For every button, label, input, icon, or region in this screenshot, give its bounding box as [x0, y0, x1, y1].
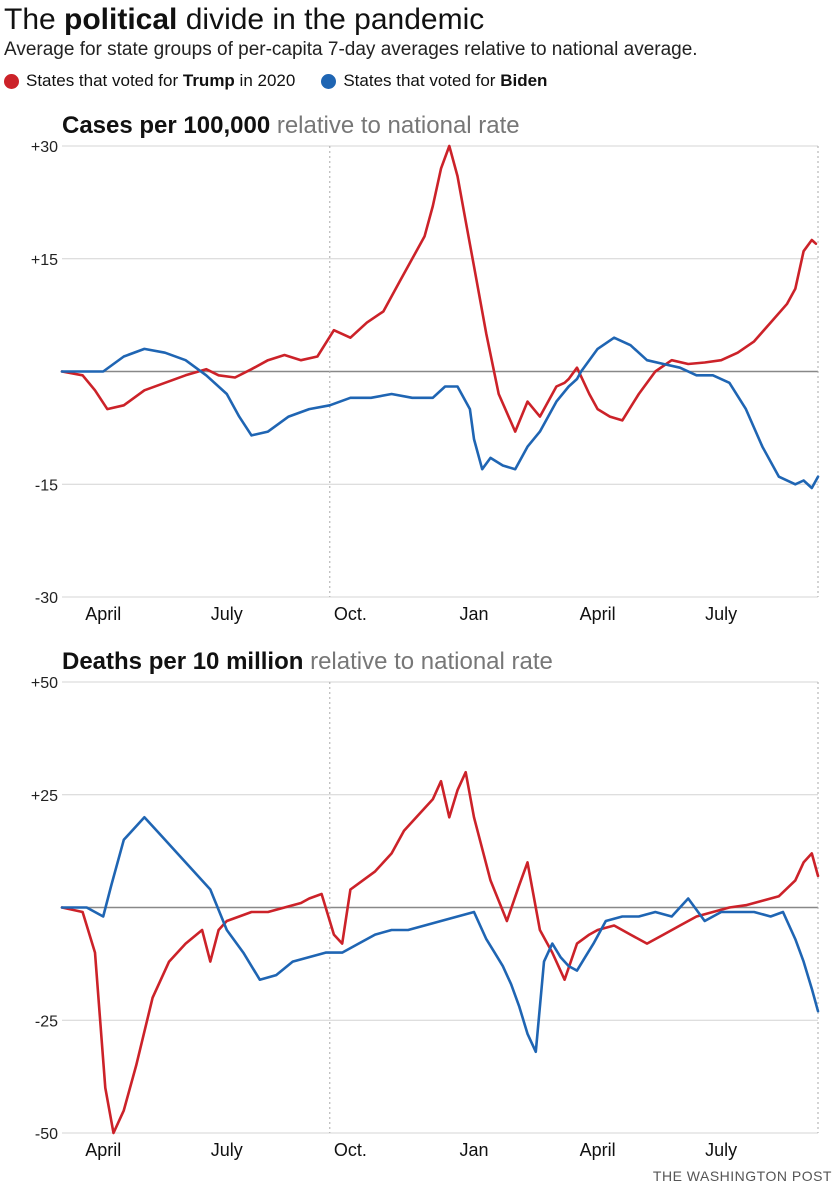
legend-label-biden: States that voted for Biden: [343, 71, 548, 90]
legend-item-trump: States that voted for Trump in 2020: [4, 70, 295, 92]
title-bold-word: political: [64, 3, 178, 36]
legend-item-biden: States that voted for Biden: [321, 70, 547, 92]
y-tick-label: +15: [31, 252, 58, 269]
x-tick-label: Jan: [459, 1140, 488, 1160]
y-tick-label: -30: [35, 590, 58, 607]
chart-title-main: The political divide in the pandemic: [4, 3, 485, 36]
x-tick-label: July: [705, 604, 737, 624]
series-line-trump: [60, 770, 820, 1135]
series-line-trump: [60, 144, 818, 433]
x-tick-label: April: [580, 1140, 616, 1160]
legend-label-trump: States that voted for Trump in 2020: [26, 71, 296, 90]
x-tick-label: Jan: [459, 604, 488, 624]
x-tick-label: April: [85, 604, 121, 624]
deaths-chart-title: Deaths per 10 million relative to nation…: [62, 648, 553, 675]
x-tick-label: July: [211, 604, 243, 624]
x-tick-label: April: [580, 604, 616, 624]
x-tick-label: July: [211, 1140, 243, 1160]
y-tick-label: -50: [35, 1126, 58, 1143]
legend-dot-biden: [321, 73, 337, 89]
chart-subtitle: Average for state groups of per-capita 7…: [4, 39, 698, 60]
y-tick-label: -15: [35, 477, 58, 494]
y-tick-label: +25: [31, 788, 58, 805]
y-tick-label: +30: [31, 139, 58, 156]
legend: States that voted for Trump in 2020 Stat…: [4, 70, 547, 92]
y-tick-label: -25: [35, 1013, 58, 1030]
legend-dot-trump: [4, 73, 19, 89]
deaths-chart: -50 -25 +25 +50 April July Oct. Jan April July: [31, 675, 820, 1160]
cases-chart: -30 -15 +15 +30 April July Oct. Jan April July: [31, 139, 820, 624]
cases-chart-title: Cases per 100,000 relative to national r…: [62, 112, 520, 139]
series-line-biden: [60, 336, 820, 490]
x-tick-label: Oct.: [334, 1140, 367, 1160]
x-tick-label: April: [85, 1140, 121, 1160]
series-line-biden: [60, 816, 820, 1054]
credit-line: THE WASHINGTON POST: [652, 1168, 832, 1184]
y-tick-label: +50: [31, 675, 58, 692]
x-tick-label: Oct.: [334, 604, 367, 624]
x-tick-label: July: [705, 1140, 737, 1160]
